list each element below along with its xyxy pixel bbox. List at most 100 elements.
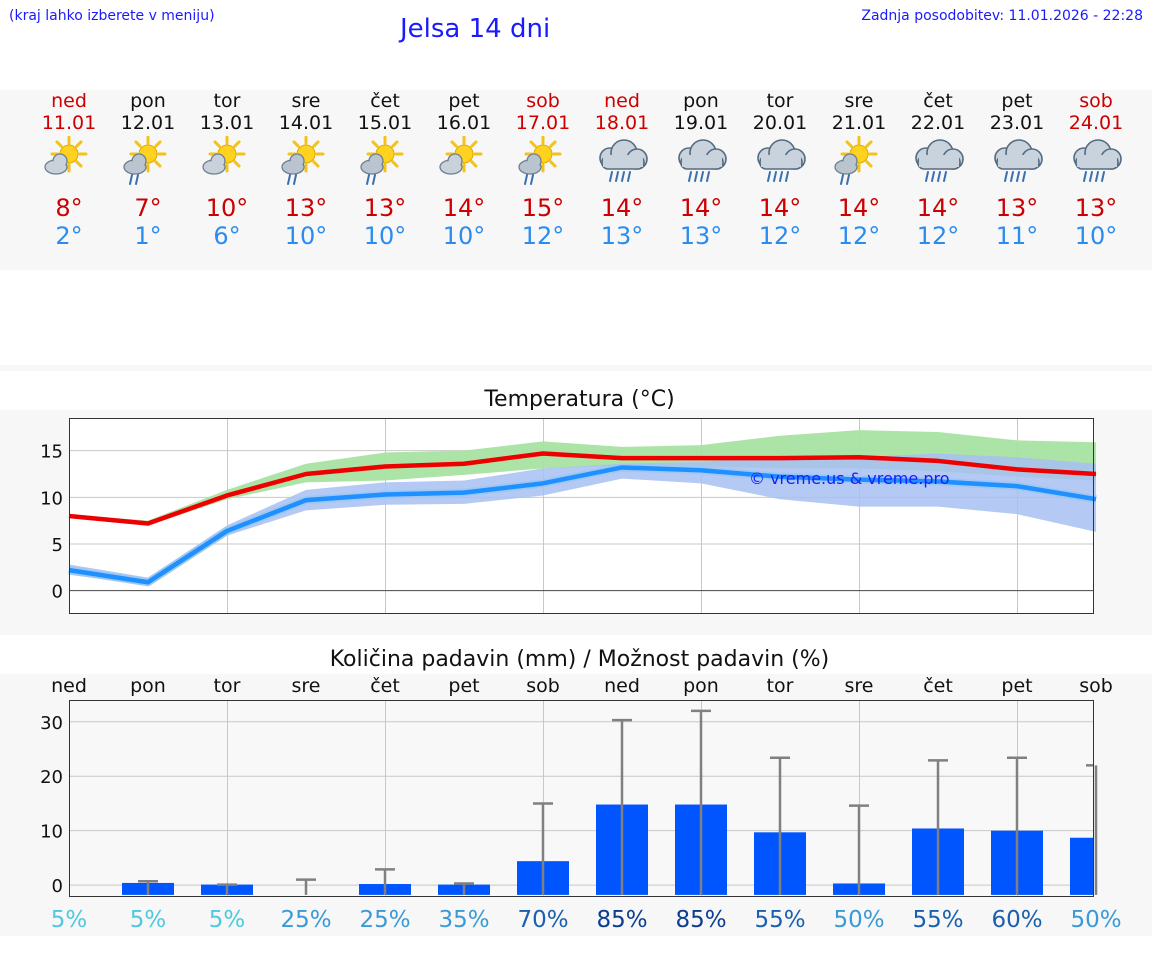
weather-icon-slot bbox=[108, 134, 188, 194]
page-title: Jelsa 14 dni bbox=[400, 14, 551, 44]
cloud-fill bbox=[919, 155, 959, 167]
max-temperature: 14° bbox=[600, 194, 644, 222]
rain-drop bbox=[767, 171, 771, 182]
sun-ray bbox=[233, 140, 241, 148]
day-date: 11.01 bbox=[41, 112, 97, 134]
rain-drop bbox=[846, 174, 850, 185]
day-label: ned bbox=[604, 675, 640, 697]
weather-icon-slot bbox=[187, 134, 267, 194]
sun-ray bbox=[529, 140, 537, 148]
rain-cloud-icon bbox=[678, 139, 727, 182]
day-date: 14.01 bbox=[278, 112, 334, 134]
weather-icon-slot bbox=[29, 134, 109, 194]
sun-cloud-rain-icon bbox=[360, 136, 404, 185]
rain-drop bbox=[293, 174, 297, 185]
rain-drop bbox=[779, 171, 783, 182]
rain-drop bbox=[1095, 171, 1099, 182]
precipitation-chart-panel: ned pon tor sre čet pet sob ned pon tor sre čet pet s… bbox=[0, 674, 1152, 936]
sun-cloud-rain-icon bbox=[281, 136, 325, 185]
min-temperature: 12° bbox=[916, 222, 960, 250]
rain-drop bbox=[706, 171, 710, 182]
day-date: 23.01 bbox=[989, 112, 1045, 134]
day-date: 13.01 bbox=[199, 112, 255, 134]
cloud-icon bbox=[44, 153, 68, 175]
day-column: pet 23.01 13° 11° bbox=[977, 90, 1057, 250]
day-date: 22.01 bbox=[910, 112, 966, 134]
rain-drops-icon bbox=[1083, 171, 1105, 182]
rain-drop bbox=[688, 171, 692, 182]
day-date: 15.01 bbox=[357, 112, 413, 134]
day-label: sob bbox=[526, 675, 560, 697]
precipitation-probability-label: 25% bbox=[280, 907, 331, 933]
day-date: 21.01 bbox=[831, 112, 887, 134]
cloud-icon bbox=[281, 153, 305, 175]
sun-ray bbox=[312, 160, 320, 168]
cloud-icon bbox=[994, 139, 1043, 170]
sun-ray bbox=[292, 140, 300, 148]
day-label: čet bbox=[370, 675, 400, 697]
rain-drop bbox=[1016, 171, 1020, 182]
day-date: 24.01 bbox=[1068, 112, 1124, 134]
weather-icon-slot bbox=[977, 134, 1057, 194]
rain-drop bbox=[937, 171, 941, 182]
cloud-icon bbox=[757, 139, 806, 170]
day-column: sre 14.01 13° 10° bbox=[266, 90, 346, 250]
max-temperature: 13° bbox=[284, 194, 328, 222]
day-name: sre bbox=[844, 90, 874, 112]
min-temperature: 10° bbox=[284, 222, 328, 250]
max-temperature: 10° bbox=[205, 194, 249, 222]
min-temperature: 2° bbox=[55, 222, 83, 250]
sun-ray bbox=[865, 160, 873, 168]
max-temperature: 13° bbox=[995, 194, 1039, 222]
cloud-icon bbox=[1073, 139, 1122, 170]
sun-cloud-rain-icon bbox=[123, 136, 167, 185]
max-temperature-line bbox=[68, 451, 1097, 526]
y-tick-label: 0 bbox=[52, 582, 63, 603]
rain-drop bbox=[1004, 171, 1008, 182]
day-name: pon bbox=[130, 90, 166, 112]
rain-drop bbox=[700, 171, 704, 182]
cloud-fill bbox=[283, 161, 303, 173]
rain-drop bbox=[366, 174, 370, 185]
day-column: pet 16.01 14° 10° bbox=[424, 90, 504, 250]
precipitation-probability-label: 5% bbox=[130, 907, 167, 933]
precipitation-probability-label: 60% bbox=[991, 907, 1042, 933]
y-tick-label: 15 bbox=[40, 442, 63, 463]
precipitation-probability-label: 5% bbox=[209, 907, 246, 933]
day-column: sob 17.01 15° 12° bbox=[503, 90, 583, 250]
rain-cloud-icon bbox=[994, 139, 1043, 182]
day-name: pet bbox=[448, 90, 480, 112]
rain-drops-icon bbox=[767, 171, 789, 182]
precipitation-probability-label: 5% bbox=[51, 907, 88, 933]
sun-ray bbox=[845, 140, 853, 148]
day-column: pon 12.01 7° 1° bbox=[108, 90, 188, 250]
day-date: 20.01 bbox=[752, 112, 808, 134]
cloud-icon bbox=[202, 153, 226, 175]
day-column: čet 22.01 14° 12° bbox=[898, 90, 978, 250]
max-temperature: 14° bbox=[442, 194, 486, 222]
day-name: ned bbox=[51, 90, 87, 112]
rain-drop bbox=[287, 174, 291, 185]
cloud-icon bbox=[360, 153, 384, 175]
rain-drop bbox=[1010, 171, 1014, 182]
precipitation-probability-label: 85% bbox=[596, 907, 647, 933]
rain-drop bbox=[785, 171, 789, 182]
last-updated: Zadnja posodobitev: 11.01.2026 - 22:28 bbox=[861, 8, 1143, 24]
precipitation-chart: ned pon tor sre čet pet sob ned pon tor sre čet pet s… bbox=[40, 675, 1121, 933]
cloud-fill bbox=[603, 155, 643, 167]
day-column: tor 13.01 10° 6° bbox=[187, 90, 267, 250]
cloud-icon bbox=[123, 153, 147, 175]
rain-drop bbox=[609, 171, 613, 182]
rain-drop bbox=[931, 171, 935, 182]
sun-ray bbox=[549, 140, 557, 148]
rain-cloud-icon bbox=[599, 139, 648, 182]
temperature-chart-panel: 0 5 10 15 © vreme.us & vreme.pro bbox=[0, 410, 1152, 635]
cloud-fill bbox=[1077, 155, 1117, 167]
rain-cloud-icon bbox=[757, 139, 806, 182]
sun-ray bbox=[470, 140, 478, 148]
rain-drop bbox=[694, 171, 698, 182]
cloud-icon bbox=[599, 139, 648, 170]
max-temperature: 13° bbox=[363, 194, 407, 222]
day-column: ned 11.01 8° 2° bbox=[29, 90, 109, 250]
day-label: tor bbox=[767, 675, 794, 697]
